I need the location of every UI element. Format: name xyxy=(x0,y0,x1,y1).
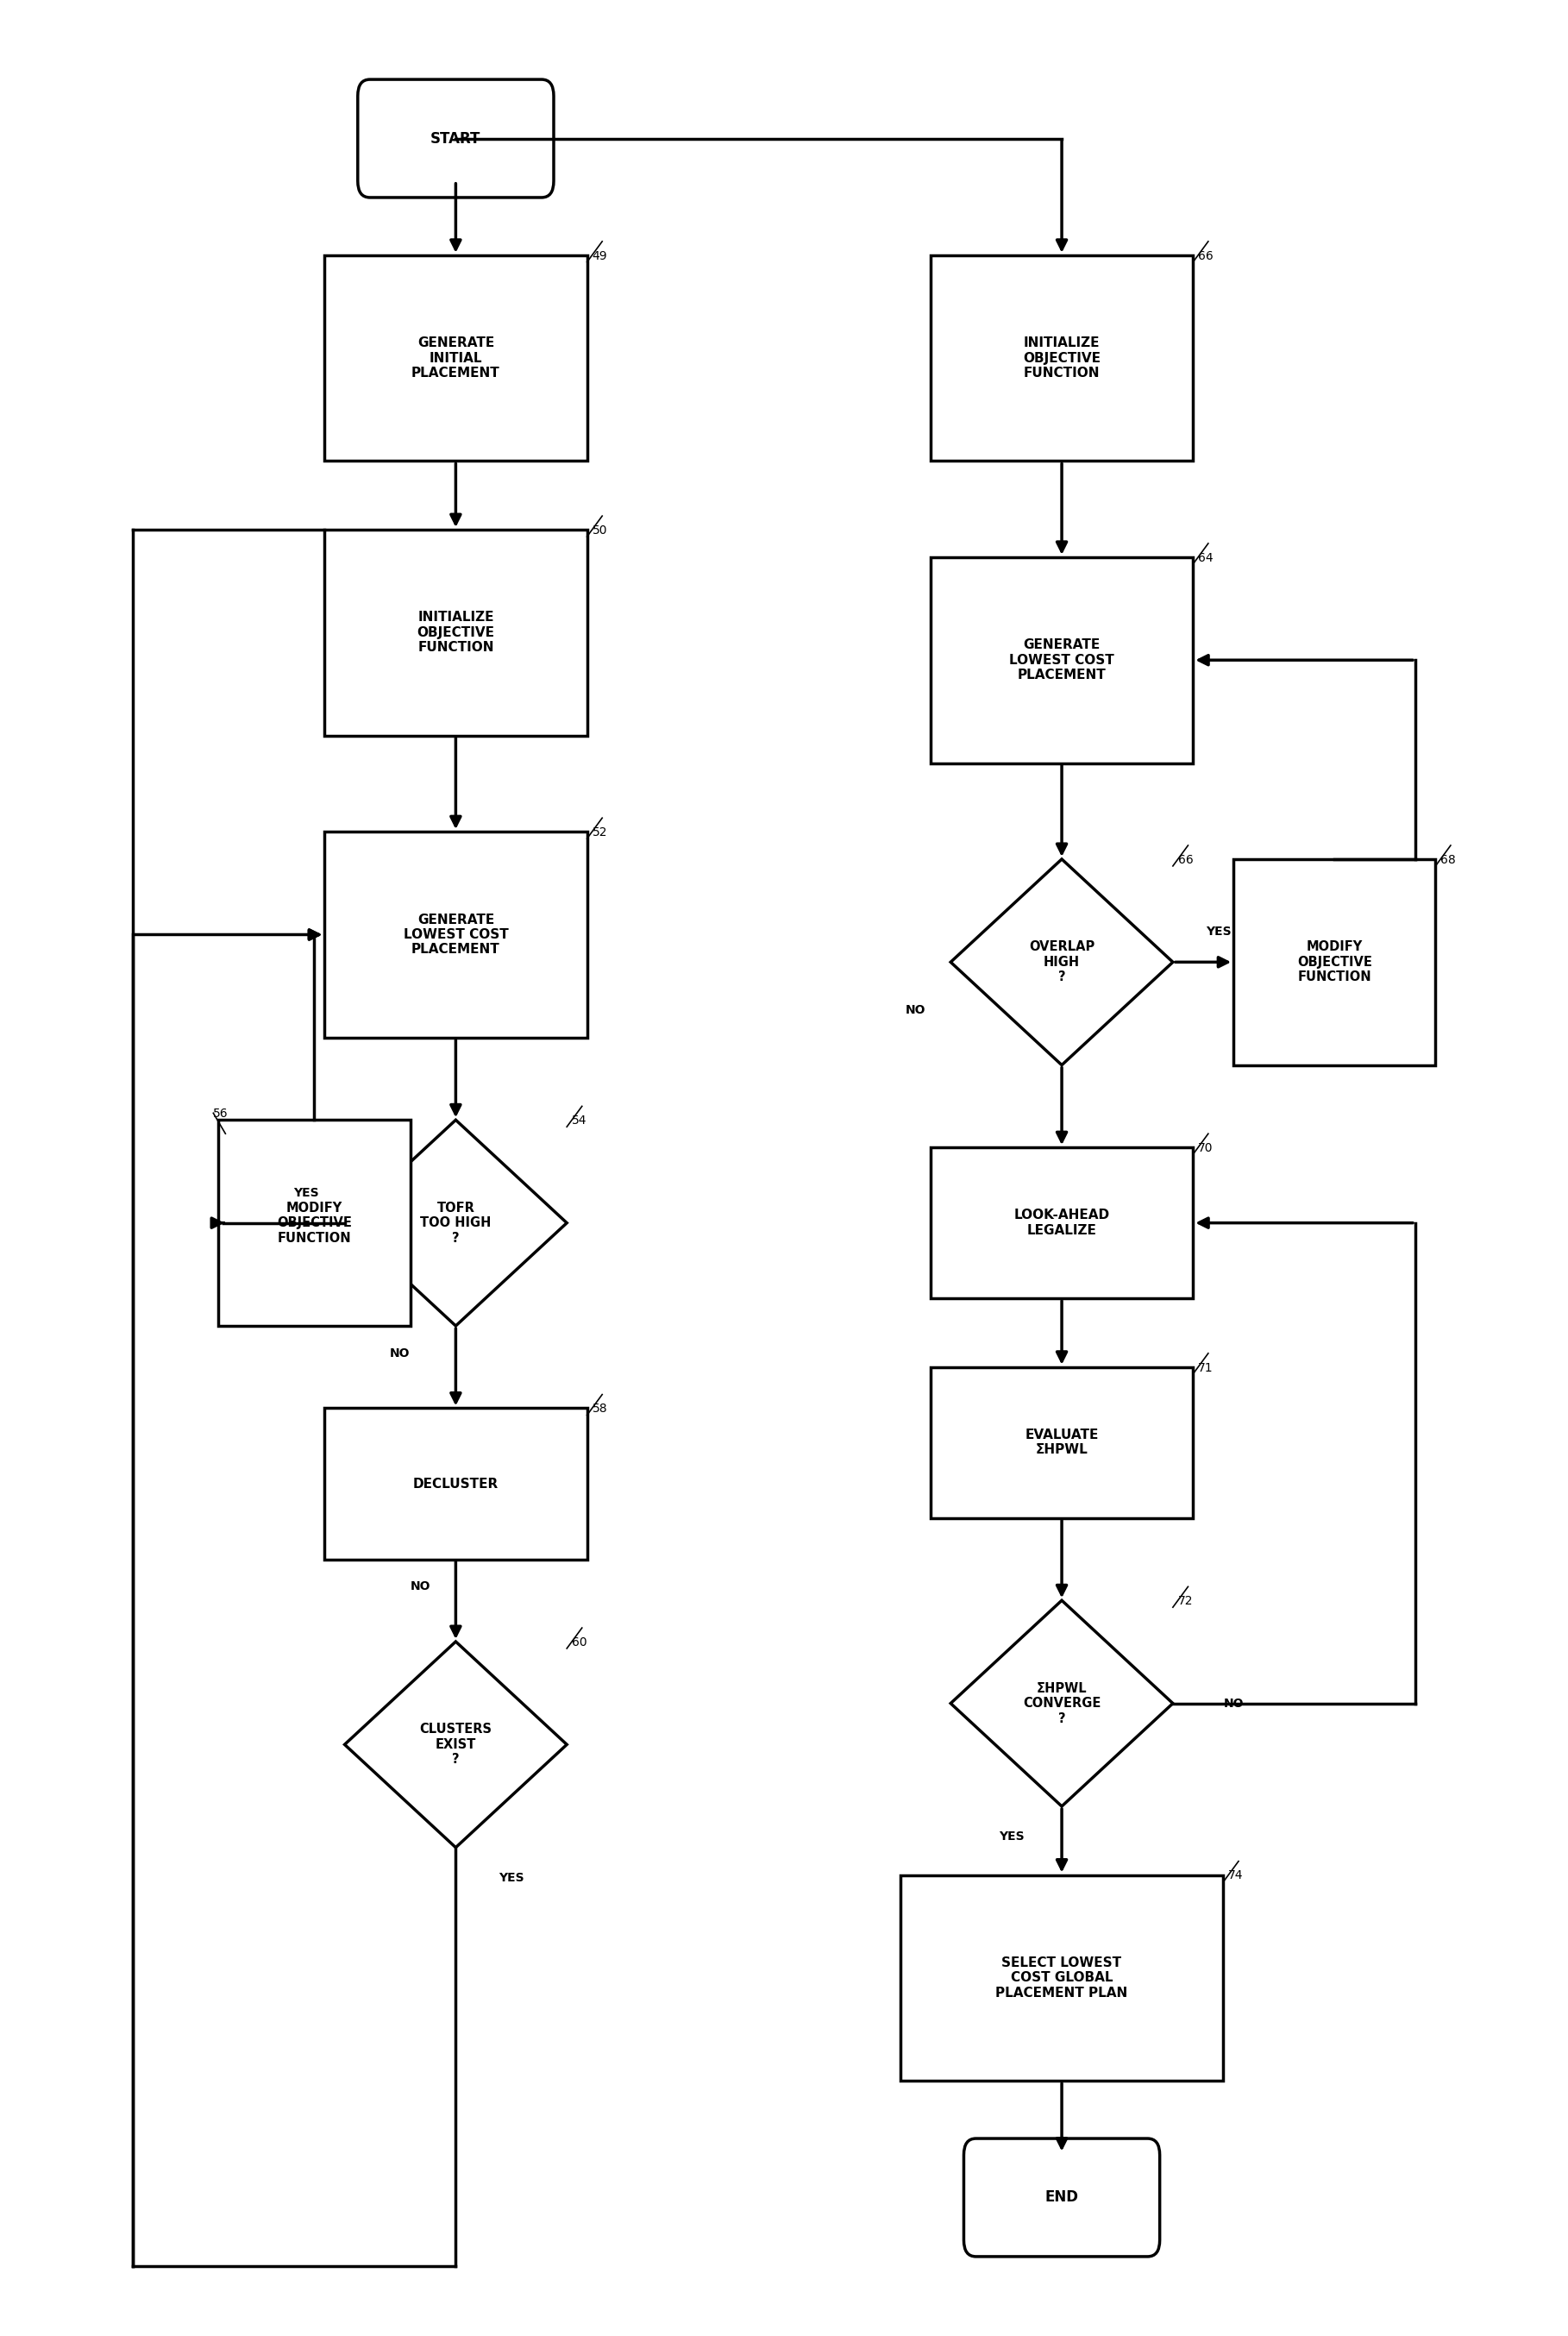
Text: 64: 64 xyxy=(1198,551,1214,563)
Bar xyxy=(325,530,586,736)
Bar xyxy=(325,255,586,460)
Text: EVALUATE
ΣHPWL: EVALUATE ΣHPWL xyxy=(1025,1430,1099,1458)
Text: CLUSTERS
EXIST
?: CLUSTERS EXIST ? xyxy=(420,1724,492,1766)
Text: YES: YES xyxy=(999,1831,1024,1843)
Text: 70: 70 xyxy=(1198,1142,1214,1154)
Bar xyxy=(1234,860,1435,1065)
Polygon shape xyxy=(345,1119,568,1327)
Text: YES: YES xyxy=(499,1871,524,1883)
Text: END: END xyxy=(1044,2189,1079,2205)
Text: NO: NO xyxy=(905,1004,925,1016)
Text: 49: 49 xyxy=(593,250,607,262)
Text: INITIALIZE
OBJECTIVE
FUNCTION: INITIALIZE OBJECTIVE FUNCTION xyxy=(1022,336,1101,378)
Text: GENERATE
LOWEST COST
PLACEMENT: GENERATE LOWEST COST PLACEMENT xyxy=(403,913,508,955)
Polygon shape xyxy=(345,1642,568,1848)
Bar xyxy=(930,1367,1193,1518)
Text: 68: 68 xyxy=(1441,855,1455,867)
Text: OVERLAP
HIGH
?: OVERLAP HIGH ? xyxy=(1029,941,1094,983)
Text: MODIFY
OBJECTIVE
FUNCTION: MODIFY OBJECTIVE FUNCTION xyxy=(1297,941,1372,983)
Polygon shape xyxy=(950,1600,1173,1806)
Text: TOFR
TOO HIGH
?: TOFR TOO HIGH ? xyxy=(420,1201,491,1245)
Text: ΣHPWL
CONVERGE
?: ΣHPWL CONVERGE ? xyxy=(1022,1682,1101,1724)
Text: YES: YES xyxy=(1206,925,1231,939)
Text: GENERATE
LOWEST COST
PLACEMENT: GENERATE LOWEST COST PLACEMENT xyxy=(1010,638,1115,682)
Bar xyxy=(325,832,586,1037)
Text: LOOK-AHEAD
LEGALIZE: LOOK-AHEAD LEGALIZE xyxy=(1014,1210,1110,1236)
Text: GENERATE
INITIAL
PLACEMENT: GENERATE INITIAL PLACEMENT xyxy=(411,336,500,378)
Text: 52: 52 xyxy=(593,827,607,839)
Text: NO: NO xyxy=(411,1581,431,1593)
FancyBboxPatch shape xyxy=(964,2137,1160,2257)
Text: 60: 60 xyxy=(572,1638,586,1649)
Text: 54: 54 xyxy=(572,1114,586,1126)
Text: 71: 71 xyxy=(1198,1362,1214,1374)
Text: 58: 58 xyxy=(593,1404,607,1416)
Bar xyxy=(900,1876,1223,2081)
Text: DECLUSTER: DECLUSTER xyxy=(412,1476,499,1490)
Bar xyxy=(218,1119,411,1327)
Text: NO: NO xyxy=(1223,1698,1243,1710)
Bar xyxy=(930,255,1193,460)
Text: 66: 66 xyxy=(1178,855,1193,867)
Text: MODIFY
OBJECTIVE
FUNCTION: MODIFY OBJECTIVE FUNCTION xyxy=(278,1201,351,1245)
Text: NO: NO xyxy=(390,1348,411,1360)
Text: SELECT LOWEST
COST GLOBAL
PLACEMENT PLAN: SELECT LOWEST COST GLOBAL PLACEMENT PLAN xyxy=(996,1958,1127,2000)
Text: 72: 72 xyxy=(1178,1595,1193,1607)
FancyBboxPatch shape xyxy=(358,79,554,199)
Polygon shape xyxy=(950,860,1173,1065)
Text: YES: YES xyxy=(293,1187,318,1198)
Text: 66: 66 xyxy=(1198,250,1214,262)
Text: INITIALIZE
OBJECTIVE
FUNCTION: INITIALIZE OBJECTIVE FUNCTION xyxy=(417,612,494,654)
Text: 56: 56 xyxy=(213,1107,229,1119)
Bar xyxy=(930,1147,1193,1299)
Text: 74: 74 xyxy=(1228,1869,1243,1883)
Text: 50: 50 xyxy=(593,526,607,537)
Bar xyxy=(325,1409,586,1558)
Bar xyxy=(930,558,1193,764)
Text: START: START xyxy=(431,131,481,147)
